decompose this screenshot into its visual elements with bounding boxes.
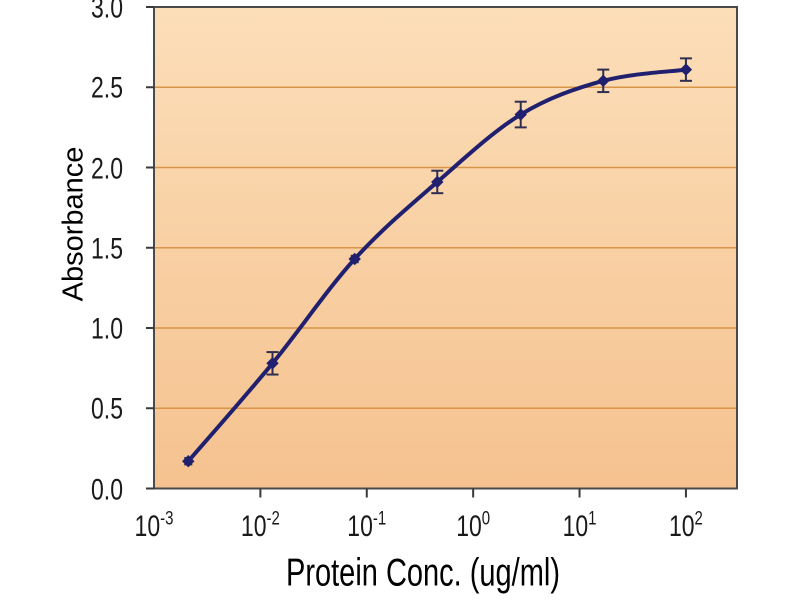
data-point-marker [431, 175, 444, 189]
data-point-marker [182, 455, 195, 468]
data-point-marker [348, 252, 361, 266]
data-point-marker [679, 63, 693, 76]
data-point-marker [514, 108, 527, 121]
data-point-marker [266, 357, 279, 370]
y-axis-title: Absorbance [57, 146, 90, 302]
data-point-marker [597, 74, 610, 88]
x-axis-title: Protein Conc. (ug/ml) [286, 551, 560, 595]
